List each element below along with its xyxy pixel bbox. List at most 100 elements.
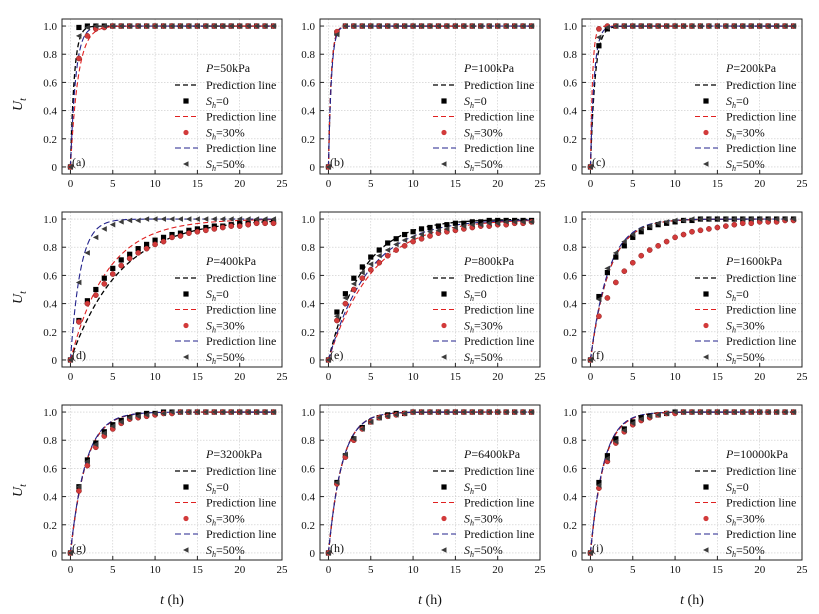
marker-triangle — [236, 23, 243, 29]
marker-triangle — [169, 23, 175, 29]
marker-triangle — [604, 24, 610, 31]
panel-tag: (h) — [330, 541, 344, 555]
marker-triangle — [646, 23, 653, 29]
x-tick-label: 10 — [408, 564, 420, 576]
x-tick-label: 0 — [68, 178, 74, 190]
y-tick-label: 0.6 — [301, 270, 315, 282]
y-tick-label: 0.8 — [43, 49, 57, 61]
marker-triangle — [325, 550, 331, 556]
panel-tag: (c) — [592, 155, 605, 169]
marker-triangle — [84, 250, 90, 256]
marker-triangle — [401, 23, 408, 29]
marker-circle — [376, 259, 383, 266]
legend-marker-square — [441, 98, 447, 104]
legend-series-text: Sh=30% — [726, 126, 765, 142]
marker-square — [486, 217, 492, 224]
marker-triangle — [612, 438, 619, 445]
legend-marker-square — [703, 98, 709, 104]
chart-panel-a: 0 5 10 15 20 25 0 0.2 0.4 0.6 0.8 1.0 (a) P=50kPa Pred… — [43, 18, 288, 190]
legend-series-text: Sh=0 — [464, 94, 487, 110]
legend-prediction-text: Prediction line — [464, 496, 534, 510]
marker-triangle — [427, 23, 433, 29]
y-tick-label: 0 — [310, 548, 316, 560]
x-tick-label: 5 — [110, 564, 116, 576]
x-tick-label: 10 — [150, 178, 162, 190]
legend-prediction-text: Prediction line — [206, 496, 276, 510]
y-axis-title: Ut — [11, 484, 29, 497]
x-tick-label: 15 — [712, 178, 724, 190]
marker-circle — [739, 220, 746, 227]
marker-triangle — [169, 216, 175, 222]
marker-triangle — [722, 216, 729, 222]
marker-circle — [143, 245, 150, 252]
chart-panel-f: 0 5 10 15 20 25 0 0.2 0.4 0.6 0.8 1.0 (f) P=1600kPa Pr… — [563, 211, 809, 383]
marker-circle — [596, 313, 602, 320]
marker-triangle — [443, 23, 450, 29]
chart-panel-d: 0 5 10 15 20 25 0 0.2 0.4 0.6 0.8 1.0 (d) P=400kPa Pre… — [43, 211, 288, 383]
marker-triangle — [177, 216, 183, 222]
y-tick-label: 0 — [572, 162, 578, 174]
y-tick-label: 0 — [310, 355, 316, 367]
y-tick-label: 0.6 — [563, 270, 577, 282]
marker-circle — [219, 224, 226, 231]
legend-series-text: Sh=30% — [726, 319, 765, 335]
marker-triangle — [75, 483, 82, 490]
marker-triangle — [528, 219, 535, 225]
marker-triangle — [376, 23, 382, 29]
x-tick-label: 20 — [234, 371, 246, 383]
marker-square — [604, 269, 610, 276]
marker-square — [385, 240, 391, 246]
marker-triangle — [194, 409, 200, 415]
x-tick-label: 15 — [192, 178, 204, 190]
x-tick-label: 10 — [150, 564, 162, 576]
legend-prediction-text: Prediction line — [464, 303, 534, 317]
legend-prediction-text: Prediction line — [206, 141, 276, 155]
marker-triangle — [393, 241, 399, 248]
plot-frame — [581, 18, 803, 175]
legend-prediction-text: Prediction line — [726, 303, 796, 317]
marker-triangle — [503, 219, 509, 225]
marker-triangle — [621, 238, 627, 245]
x-tick-label: 15 — [450, 564, 462, 576]
x-tick-label: 10 — [670, 178, 682, 190]
y-tick-label: 0.4 — [43, 492, 57, 504]
x-tick-label: 20 — [754, 371, 766, 383]
marker-triangle — [722, 23, 729, 29]
x-tick-label: 25 — [797, 371, 809, 383]
x-tick-label: 5 — [368, 178, 374, 190]
y-axis-title: Ut — [11, 291, 29, 304]
pressure-label: P=6400kPa — [463, 447, 521, 461]
legend-marker-triangle — [441, 354, 447, 360]
legend-series-text: Sh=50% — [206, 543, 245, 559]
marker-circle — [359, 275, 366, 282]
marker-triangle — [160, 23, 167, 29]
marker-triangle — [790, 216, 797, 222]
marker-triangle — [494, 409, 501, 415]
marker-circle — [350, 286, 357, 293]
marker-triangle — [325, 164, 331, 170]
marker-triangle — [435, 23, 441, 29]
marker-triangle — [118, 419, 124, 425]
marker-square — [596, 293, 602, 300]
chart-panel-e: 0 5 10 15 20 25 0 0.2 0.4 0.6 0.8 1.0 (e) P=800kPa Pre… — [301, 211, 546, 383]
marker-circle — [342, 300, 349, 307]
y-tick-label: 0.4 — [301, 299, 315, 311]
y-tick-label: 0.2 — [43, 134, 57, 146]
marker-triangle — [587, 164, 593, 170]
legend-marker-square — [703, 484, 709, 490]
marker-circle — [169, 234, 175, 241]
marker-triangle — [253, 216, 260, 222]
marker-triangle — [739, 23, 746, 29]
marker-circle — [596, 26, 602, 32]
marker-triangle — [185, 216, 192, 222]
marker-triangle — [359, 426, 365, 432]
y-tick-label: 1.0 — [563, 407, 577, 419]
x-axis-title: t (h) — [160, 593, 184, 608]
legend-marker-circle — [441, 129, 447, 136]
marker-triangle — [384, 247, 391, 253]
x-axis-title: t (h) — [418, 593, 442, 608]
marker-triangle — [211, 23, 217, 29]
y-tick-label: 0.8 — [301, 242, 315, 254]
marker-square — [613, 254, 619, 260]
plot-frame — [319, 211, 541, 368]
